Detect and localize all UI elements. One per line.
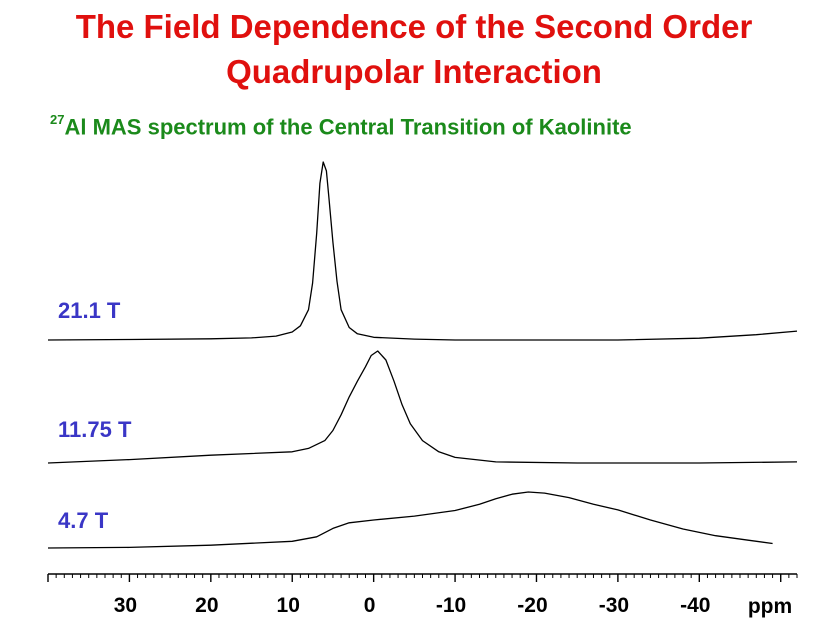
chart-title-line-2: Quadrupolar Interaction [226,53,602,90]
series-labels: 21.1 T 11.75 T 4.7 T [58,298,132,533]
x-axis-unit-label: ppm [748,595,792,618]
x-tick-label: 0 [364,594,376,617]
spectrum-trace-4-7-t [47,491,773,549]
x-tick-label: -10 [436,594,466,617]
x-tick-label: 30 [114,594,137,617]
spectrum-trace-21-1-t [47,161,798,341]
x-tick-label: -40 [680,594,710,617]
subtitle-text: Al MAS spectrum of the Central Transitio… [64,114,632,140]
spectrum-traces [47,161,798,549]
x-tick-label: 10 [277,594,300,617]
spectrum-trace-11-75-t [47,350,798,464]
series-label-11-75-t: 11.75 T [58,417,132,442]
chart-subtitle: 27Al MAS spectrum of the Central Transit… [50,112,632,140]
series-label-4-7-t: 4.7 T [58,508,109,533]
x-tick-label: -20 [517,594,547,617]
isotope-superscript: 27 [50,112,65,127]
x-tick-label: -30 [599,594,629,617]
chart-title-line-1: The Field Dependence of the Second Order [75,8,753,45]
x-tick-label: 20 [195,594,218,617]
x-axis: 30 20 10 0 -10 -20 -30 -40 ppm [47,573,798,618]
series-label-21-1-t: 21.1 T [58,298,121,323]
